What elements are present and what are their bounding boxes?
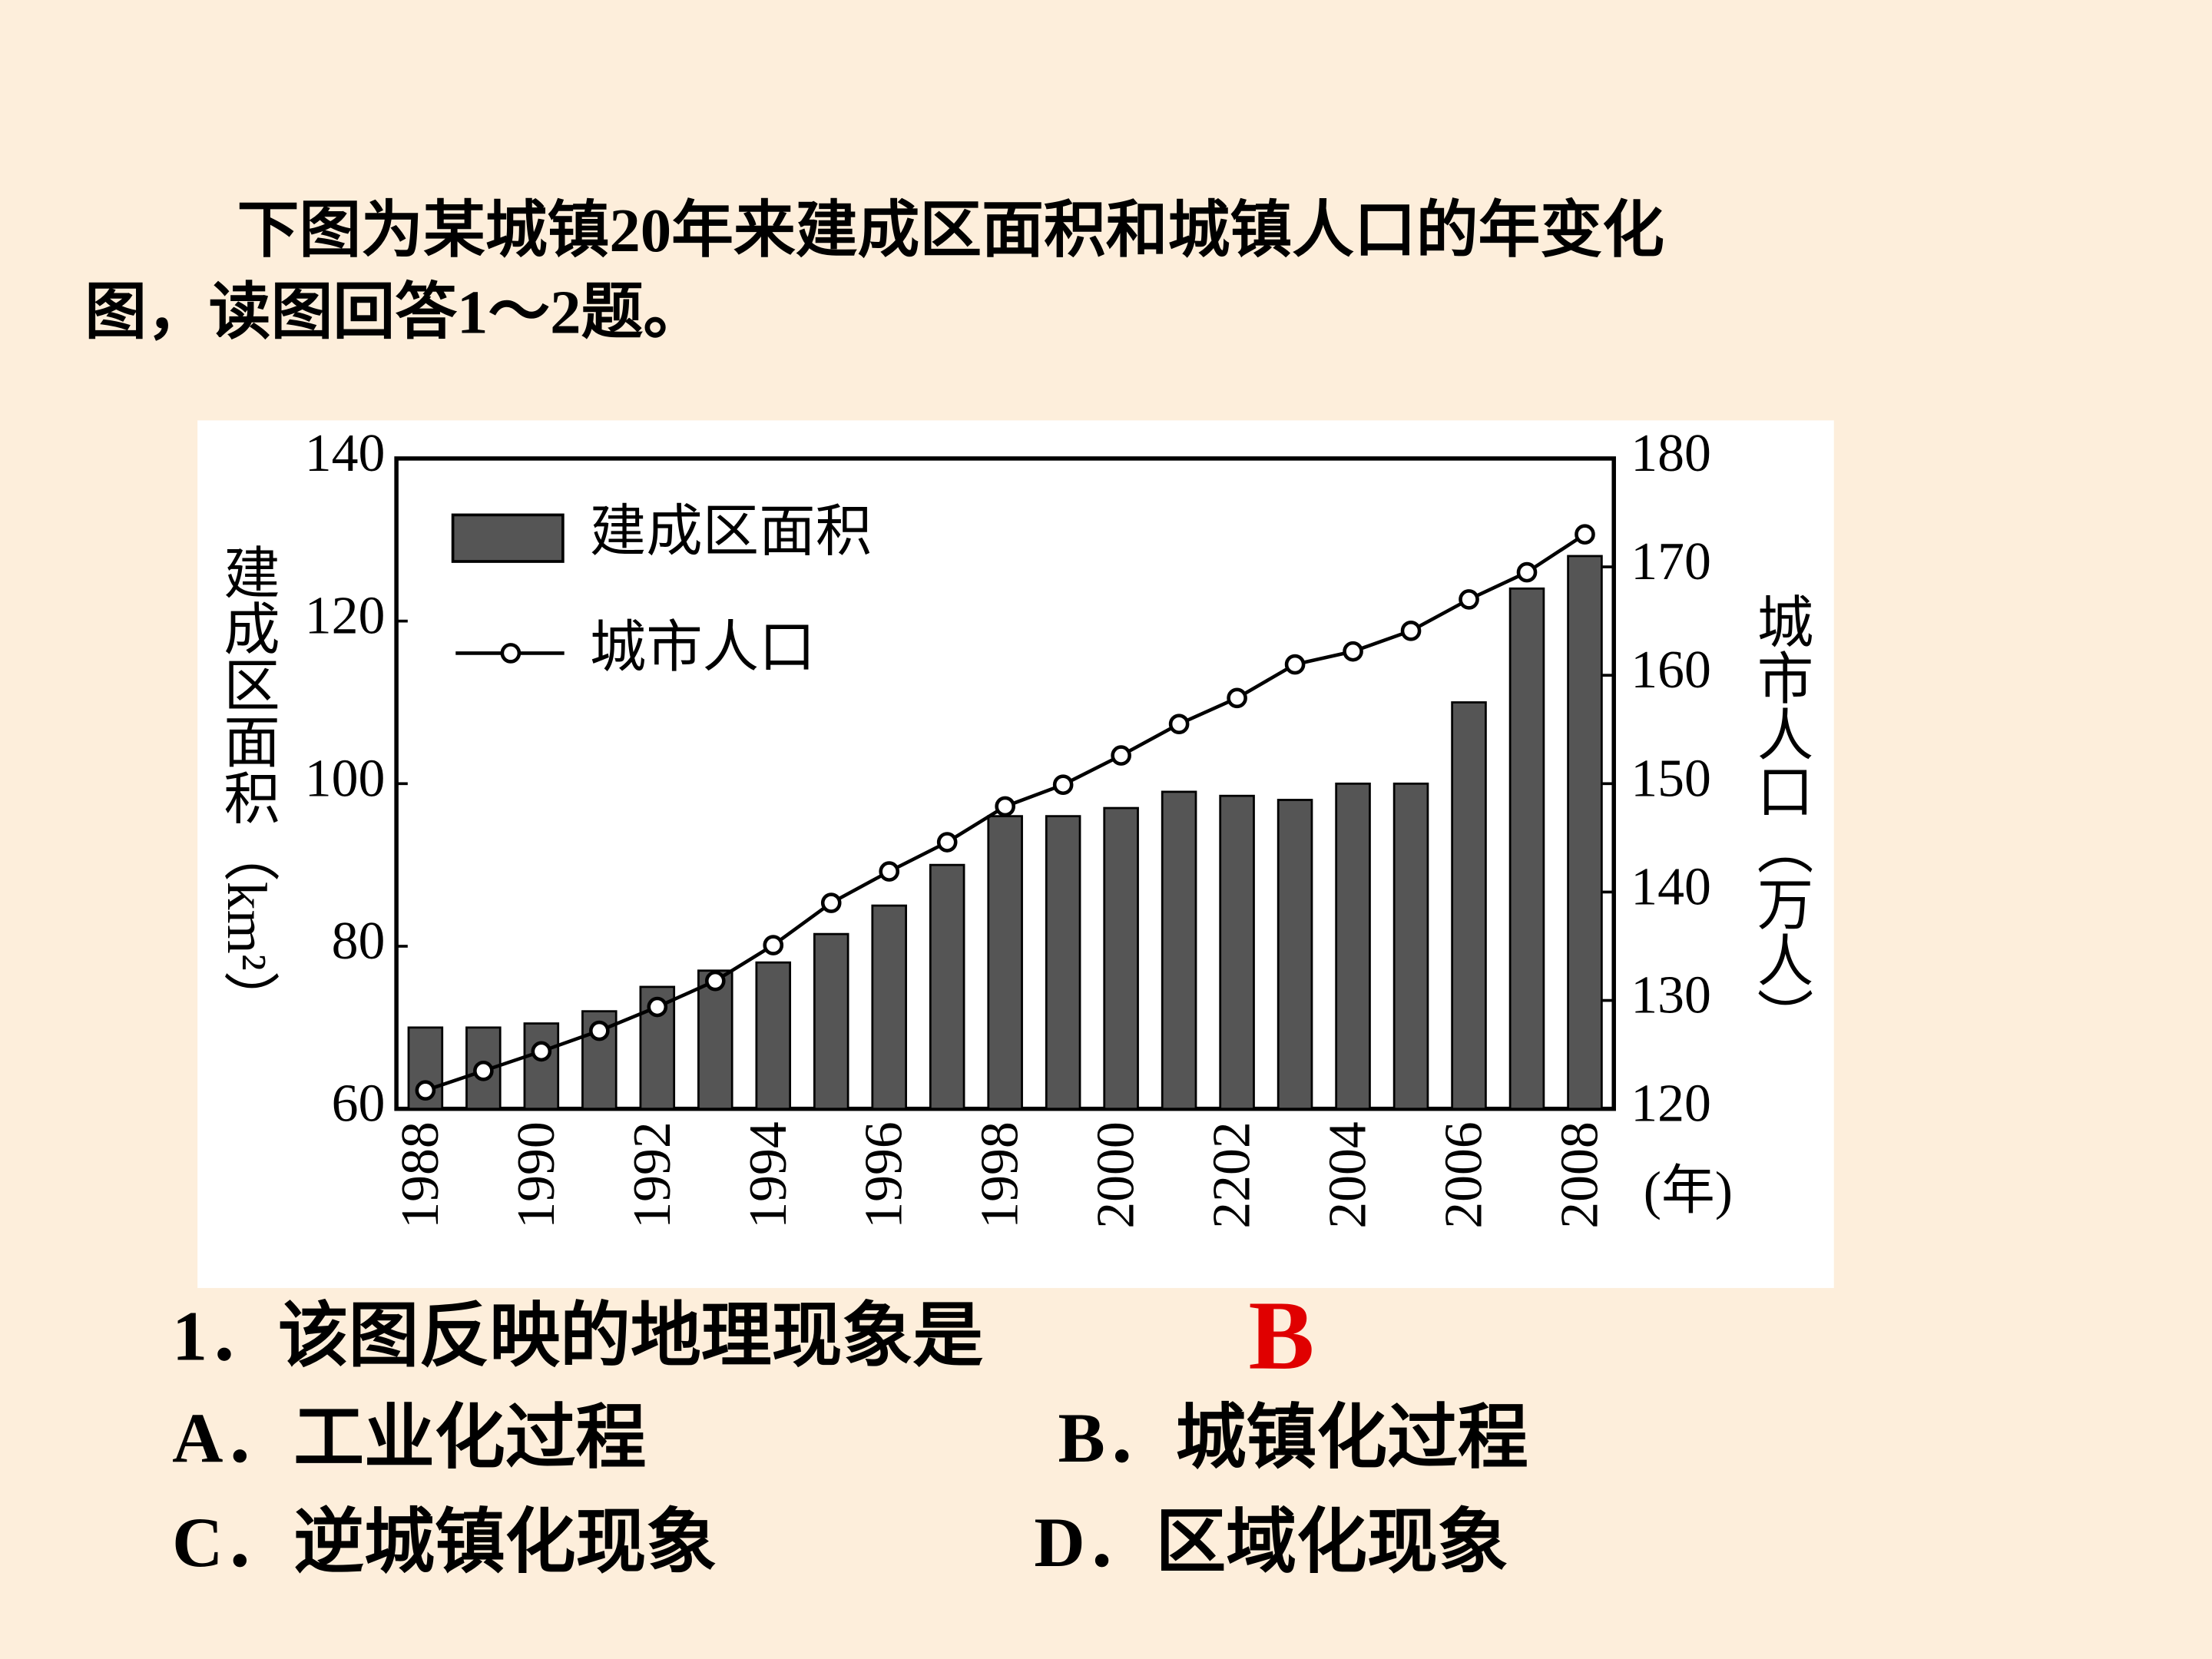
intro-line: 图，读图回答1～2题。	[84, 278, 705, 346]
point	[473, 1060, 494, 1081]
option: C．逆城镇化现象	[172, 1503, 717, 1581]
y2-tick-label: 160	[1631, 641, 1711, 700]
bar	[987, 815, 1023, 1111]
y-tick-label: 140	[305, 424, 386, 483]
y2-tick-label: 170	[1631, 532, 1711, 591]
point	[1575, 524, 1595, 545]
y-tick-label: 120	[305, 587, 386, 646]
point	[1343, 641, 1363, 662]
y2-tick-label: 150	[1631, 749, 1711, 808]
x-tick-label: 1992	[623, 1121, 682, 1229]
y-axis-label: 建成区面积（km²）	[216, 543, 280, 1027]
y2-tick-label: 120	[1631, 1075, 1711, 1134]
point	[936, 832, 958, 853]
intro-line: 下图为某城镇20年来建成区面积和城镇人口的年变化	[237, 197, 1664, 265]
point	[820, 892, 842, 913]
point	[1052, 774, 1074, 796]
x-tick-label: 2202	[1203, 1121, 1262, 1229]
x-tick-label: 2004	[1319, 1121, 1378, 1229]
bar	[871, 904, 907, 1111]
point	[1111, 745, 1131, 766]
legend-swatch	[451, 513, 565, 563]
bar	[1219, 794, 1255, 1111]
option: A．工业化过程	[172, 1399, 646, 1477]
point	[763, 935, 784, 955]
legend-label: 城市人口	[590, 616, 816, 678]
x-tick-label: 1988	[391, 1121, 450, 1229]
point	[647, 996, 668, 1018]
y2-tick-label: 140	[1631, 857, 1711, 916]
point	[1400, 621, 1422, 641]
point	[1516, 561, 1538, 583]
y-tick-label: 60	[332, 1075, 386, 1134]
point	[415, 1080, 436, 1101]
x-tick-label: 1994	[739, 1121, 798, 1229]
x-axis-label: (年)	[1644, 1162, 1733, 1221]
point	[1227, 687, 1247, 709]
legend-label: 建成区面积	[590, 501, 872, 563]
point	[879, 861, 900, 882]
option: D．区域化现象	[1034, 1503, 1508, 1581]
bar	[1335, 782, 1371, 1111]
x-tick-label: 2006	[1435, 1121, 1494, 1229]
bar	[755, 961, 792, 1111]
point	[995, 796, 1015, 817]
bar	[1045, 815, 1081, 1111]
bar	[1161, 790, 1197, 1111]
x-tick-label: 1996	[855, 1121, 914, 1229]
point	[588, 1020, 610, 1041]
bar	[1277, 799, 1313, 1111]
point	[1459, 589, 1479, 610]
y2-tick-label: 130	[1631, 966, 1711, 1025]
answer: B	[1249, 1280, 1315, 1390]
y-tick-label: 100	[305, 749, 386, 808]
point	[704, 970, 726, 992]
bar	[1103, 806, 1139, 1111]
option: B．城镇化过程	[1058, 1399, 1528, 1477]
x-tick-label: 1998	[971, 1121, 1030, 1229]
y-tick-label: 80	[332, 912, 386, 971]
bar	[1451, 701, 1487, 1111]
x-tick-label: 2000	[1087, 1121, 1146, 1229]
point	[1168, 714, 1190, 735]
bar	[929, 863, 965, 1111]
x-tick-label: 2008	[1550, 1121, 1609, 1229]
bar	[1508, 587, 1545, 1111]
question-stem: 1．该图反映的地理现象是	[172, 1297, 983, 1376]
point	[1284, 654, 1306, 675]
y2-axis-label: 城市人口（万人）	[1749, 592, 1813, 1044]
x-tick-label: 1990	[507, 1121, 566, 1229]
bar	[697, 969, 733, 1111]
bar	[1567, 555, 1603, 1111]
point	[531, 1041, 552, 1062]
y2-tick-label: 180	[1631, 424, 1711, 483]
bar	[523, 1022, 560, 1111]
legend-swatch	[500, 643, 522, 664]
bar	[1392, 782, 1429, 1111]
bar	[813, 932, 849, 1111]
